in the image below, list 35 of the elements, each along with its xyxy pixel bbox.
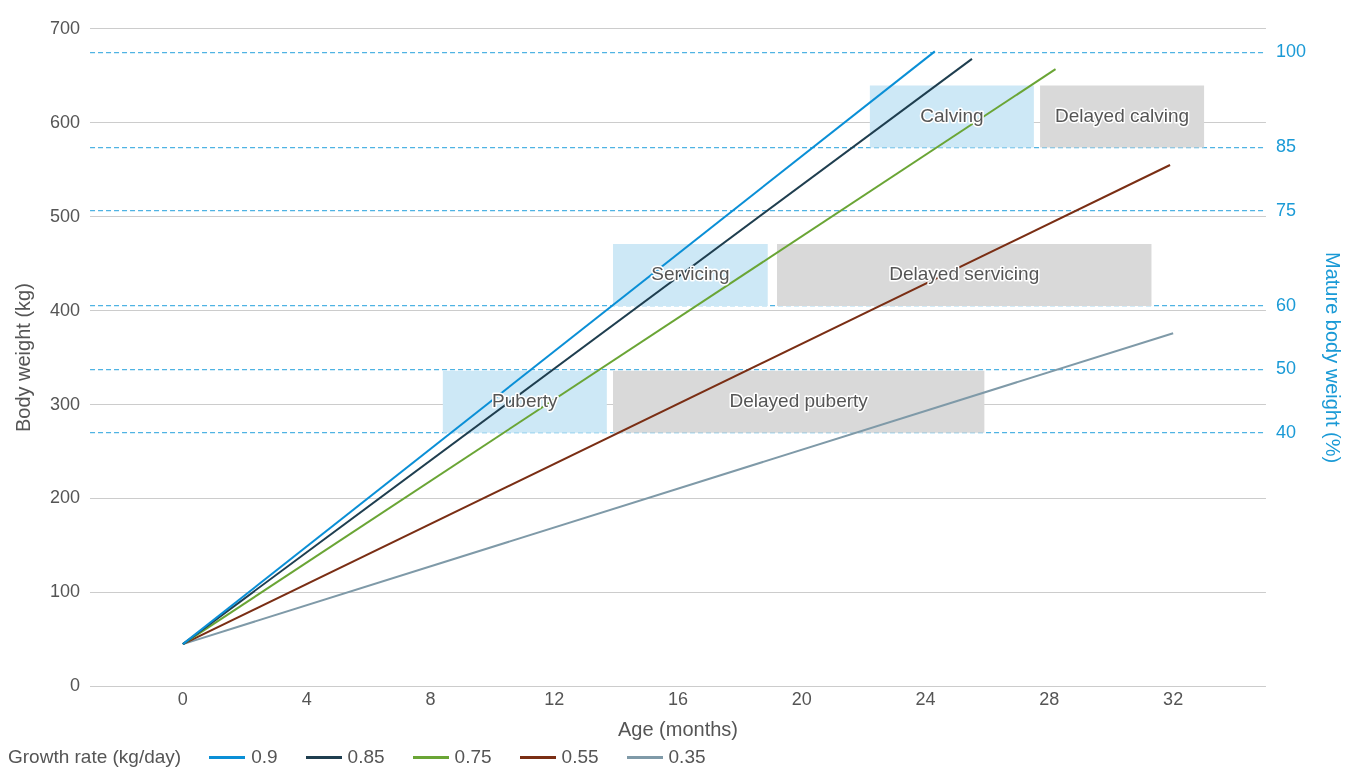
x-tick-label: 28: [1039, 689, 1060, 710]
legend-label: 0.85: [347, 746, 385, 768]
y2-tick-label: 85: [1275, 136, 1296, 157]
y2-tick-label: 60: [1275, 294, 1296, 315]
x-tick-label: 24: [915, 689, 936, 710]
y-tick-label: 600: [49, 111, 81, 132]
x-axis-title: Age (months): [617, 717, 739, 740]
y2-tick-label: 40: [1275, 421, 1296, 442]
x-tick-label: 8: [425, 689, 436, 710]
x-tick-label: 12: [544, 689, 565, 710]
band-label: Calving: [920, 104, 984, 126]
legend-label: 0.75: [454, 746, 492, 768]
band-label: Delayed calving: [1055, 104, 1190, 126]
y-tick-label: 0: [70, 675, 81, 696]
y2-axis-title: Mature body weight (%): [1322, 252, 1345, 464]
y-tick-label: 300: [49, 393, 81, 414]
legend-label: 0.55: [561, 746, 599, 768]
x-tick-label: 16: [667, 689, 689, 710]
y-axis-title: Body weight (kg): [11, 283, 34, 433]
legend-label: 0.9: [251, 746, 278, 768]
y2-tick-label: 50: [1275, 358, 1296, 379]
x-tick-label: 32: [1163, 689, 1184, 710]
y2-tick-label: 75: [1275, 199, 1296, 220]
y-tick-label: 700: [49, 17, 81, 38]
x-tick-label: 0: [177, 689, 188, 710]
y2-tick-label: 100: [1275, 41, 1307, 62]
legend-label: 0.35: [668, 746, 706, 768]
x-tick-label: 4: [301, 689, 312, 710]
y-tick-label: 100: [49, 581, 81, 602]
y-tick-label: 500: [49, 205, 81, 226]
y-tick-label: 400: [49, 299, 81, 320]
band-label: Delayed puberty: [729, 389, 869, 411]
x-tick-label: 20: [791, 689, 812, 710]
legend-title: Growth rate (kg/day): [8, 746, 182, 768]
y-tick-label: 200: [49, 487, 81, 508]
